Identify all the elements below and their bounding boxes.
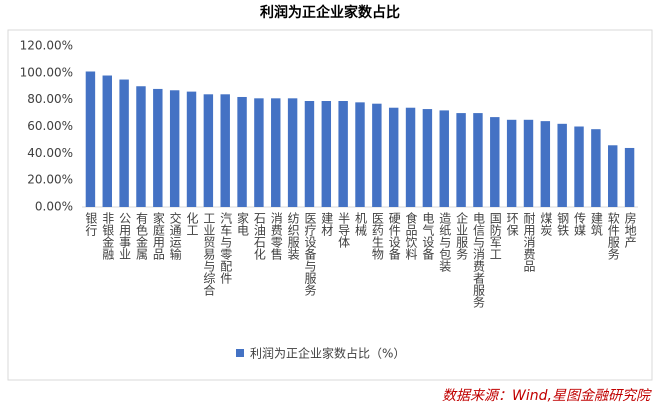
bar: [523, 119, 534, 207]
y-tick-label: 40.00%: [27, 146, 73, 160]
x-tick-label: 家电: [236, 211, 250, 236]
y-tick-label: 80.00%: [27, 92, 73, 106]
x-tick-label: 银行: [84, 212, 98, 236]
bar: [557, 123, 567, 207]
x-tick-label: 医疗设备与服务: [303, 212, 317, 296]
bar: [506, 119, 517, 207]
legend-label: 利润为正企业家数占比（%）: [250, 346, 405, 361]
x-tick-label: 造纸与包装: [438, 212, 452, 273]
chart-border: [7, 29, 653, 381]
x-tick-label: 石油石化: [252, 212, 266, 261]
bar: [102, 75, 112, 208]
x-tick-label: 煤炭: [539, 212, 553, 237]
x-tick-label: 传媒: [573, 211, 587, 236]
x-tick-label: 国防军工: [488, 212, 502, 260]
source-note: 数据来源：Wind,星图金融研究院: [442, 388, 652, 404]
x-tick-label: 食品饮料: [404, 211, 418, 260]
bar: [153, 88, 163, 207]
x-tick-label: 建筑: [589, 212, 603, 236]
bar: [271, 98, 281, 207]
y-tick-label: 120.00%: [20, 39, 73, 53]
bar: [136, 86, 146, 207]
bar: [338, 101, 348, 207]
x-tick-label: 半导体: [337, 212, 351, 249]
bar: [355, 102, 365, 207]
bar: [473, 113, 483, 207]
x-tick-label: 化工: [185, 212, 199, 236]
bar: [85, 71, 96, 207]
bar: [608, 145, 618, 207]
bar: [439, 110, 449, 207]
bar: [574, 126, 584, 207]
bar: [220, 94, 230, 207]
x-tick-label: 汽车与零配件: [219, 211, 233, 284]
x-tick-label: 软件服务: [606, 212, 620, 260]
x-tick-label: 医药生物: [370, 212, 384, 260]
bar: [321, 101, 332, 207]
bar: [624, 147, 635, 207]
x-tick-label: 耐用消费品: [522, 212, 536, 272]
x-tick-label: 非银金融: [101, 212, 115, 261]
x-tick-label: 有色金属: [134, 212, 148, 261]
bar: [254, 98, 264, 207]
bar: [119, 79, 129, 207]
bar: [591, 129, 601, 207]
bar: [388, 107, 399, 207]
bar: [287, 98, 298, 207]
chart-title: 利润为正企业家数占比: [260, 4, 400, 21]
x-tick-label: 纺织服装: [286, 212, 300, 261]
bar: [372, 103, 382, 207]
x-tick-label: 公用事业: [118, 212, 132, 260]
x-tick-label: 建材: [320, 212, 334, 236]
x-tick-label: 电气设备: [421, 212, 435, 261]
x-tick-label: 硬件设备: [387, 212, 401, 261]
x-tick-label: 钢铁: [556, 212, 570, 236]
bar: [169, 90, 180, 207]
bar: [203, 94, 214, 207]
x-tick-label: 环保: [505, 212, 519, 236]
y-tick-label: 60.00%: [27, 119, 73, 133]
bar: [186, 91, 197, 207]
bar: [304, 101, 315, 207]
x-tick-label: 机械: [354, 212, 368, 236]
bar: [405, 107, 416, 207]
x-tick-label: 家庭用品: [151, 211, 165, 260]
y-tick-label: 0.00%: [35, 200, 73, 214]
y-tick-label: 20.00%: [27, 173, 73, 187]
legend-swatch: [236, 349, 244, 357]
x-tick-label: 电信与消费者服务: [471, 212, 485, 308]
x-tick-label: 房地产: [623, 211, 637, 249]
bar: [456, 113, 466, 207]
bar: [422, 109, 433, 207]
y-tick-label: 100.00%: [20, 65, 73, 79]
bar: [490, 117, 500, 207]
x-tick-label: 交通运输: [168, 211, 182, 261]
x-tick-label: 工业贸易与综合: [202, 212, 216, 296]
bar: [237, 96, 247, 207]
x-tick-label: 消费零售: [269, 212, 283, 260]
x-tick-label: 企业服务: [455, 211, 469, 260]
bar: [540, 121, 551, 207]
